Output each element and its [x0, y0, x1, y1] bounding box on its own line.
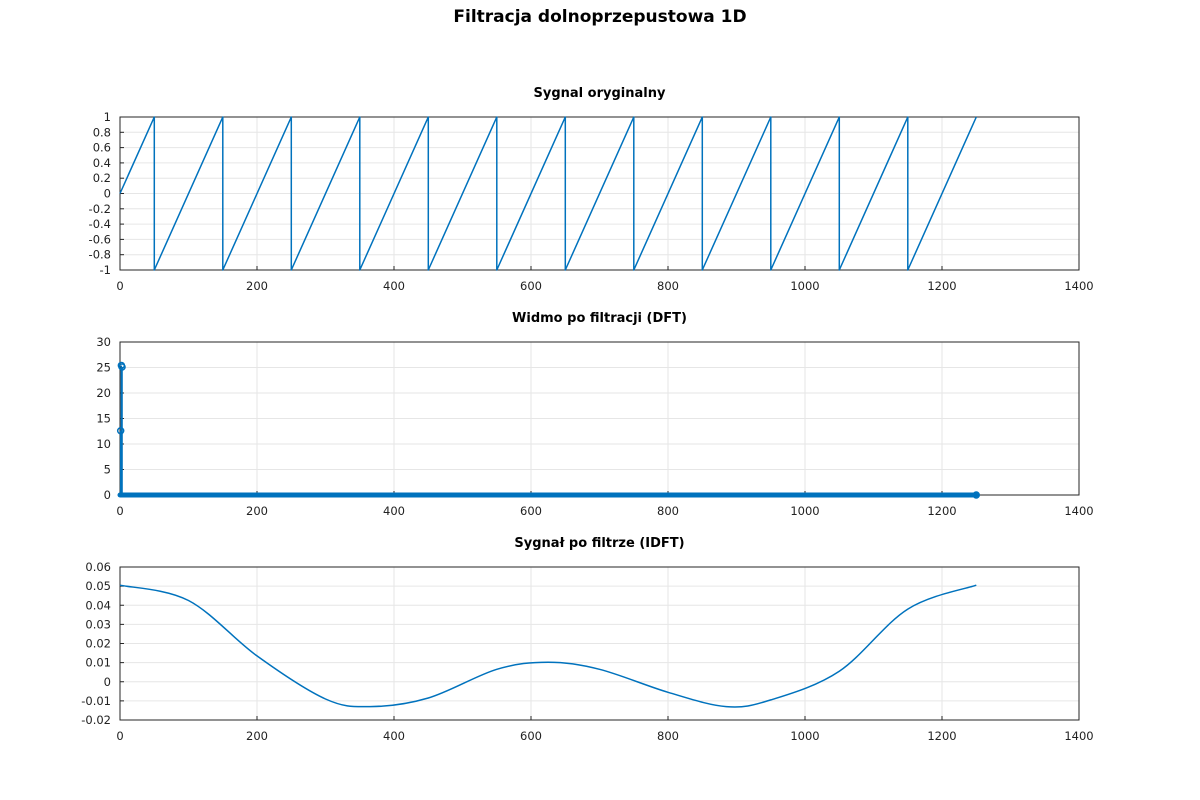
x-tick-label: 1000	[790, 279, 819, 293]
y-tick-label: 0.06	[85, 560, 111, 574]
y-tick-label: 0	[104, 488, 111, 502]
y-tick-label: 0.01	[85, 656, 111, 670]
y-tick-label: 0	[104, 675, 111, 689]
x-tick-label: 1000	[790, 504, 819, 518]
y-tick-label: 0.03	[85, 617, 111, 631]
y-tick-label: -1	[100, 263, 111, 277]
y-tick-label: 20	[96, 386, 111, 400]
x-tick-label: 200	[246, 504, 268, 518]
x-tick-label: 400	[383, 729, 405, 743]
subplot-1: Sygnal oryginalny 0 200 400 600 800 1000 1200 14…	[89, 86, 1094, 293]
stem-marker	[972, 491, 980, 499]
x-tick-label: 600	[520, 504, 542, 518]
subplot-title: Widmo po filtracji (DFT)	[512, 311, 687, 326]
x-tick-label: 0	[116, 504, 123, 518]
y-tick-label: -0.01	[81, 694, 111, 708]
y-tick-label: 15	[96, 412, 111, 426]
y-tick-label: -0.02	[81, 713, 111, 727]
x-tick-label: 0	[116, 279, 123, 293]
x-tick-label: 200	[246, 279, 268, 293]
y-tick-label: 0.6	[93, 141, 111, 155]
y-tick-label: -0.4	[89, 217, 111, 231]
filtered-signal-line	[119, 584, 977, 708]
x-tick-label: 1200	[927, 729, 956, 743]
x-tick-label: 1200	[927, 504, 956, 518]
x-tick-label: 400	[383, 279, 405, 293]
x-tick-label: 400	[383, 504, 405, 518]
x-tick-label: 1200	[927, 279, 956, 293]
y-tick-label: -0.8	[89, 248, 111, 262]
y-tick-label: 5	[104, 463, 111, 477]
y-tick-label: 0.04	[85, 598, 111, 612]
y-tick-label: 25	[96, 361, 111, 375]
y-tick-label: 0.4	[93, 156, 111, 170]
y-tick-label: 0	[104, 187, 111, 201]
stem-marker	[118, 363, 126, 371]
y-tick-label: 0.02	[85, 637, 111, 651]
x-tick-label: 1400	[1064, 729, 1093, 743]
y-tick-label: 0.05	[85, 579, 111, 593]
y-tick-label: 0.8	[93, 125, 111, 139]
x-tick-label: 800	[657, 504, 679, 518]
subplot-title: Sygnal oryginalny	[534, 86, 666, 101]
x-tick-label: 1400	[1064, 504, 1093, 518]
y-tick-label: 1	[104, 110, 111, 124]
x-tick-label: 200	[246, 729, 268, 743]
subplot-2: Widmo po filtracji (DFT)0 200 400 600 800 100…	[96, 311, 1093, 518]
y-tick-label: 0.2	[93, 171, 111, 185]
subplot-3: Sygnał po filtrze (IDFT) 0 200 400 600 800 100…	[81, 536, 1093, 743]
x-tick-label: 1400	[1064, 279, 1093, 293]
y-tick-label: 10	[96, 437, 111, 451]
x-tick-label: 600	[520, 279, 542, 293]
subplot-title: Sygnał po filtrze (IDFT)	[514, 536, 684, 551]
x-tick-label: 800	[657, 729, 679, 743]
x-tick-label: 0	[116, 729, 123, 743]
x-tick-label: 600	[520, 729, 542, 743]
y-tick-label: 30	[96, 335, 111, 349]
x-tick-label: 800	[657, 279, 679, 293]
y-tick-label: -0.2	[89, 202, 111, 216]
figure-title: Filtracja dolnoprzepustowa 1D	[453, 7, 746, 27]
y-tick-label: -0.6	[89, 232, 111, 246]
x-tick-label: 1000	[790, 729, 819, 743]
sawtooth-series-line	[119, 116, 977, 271]
